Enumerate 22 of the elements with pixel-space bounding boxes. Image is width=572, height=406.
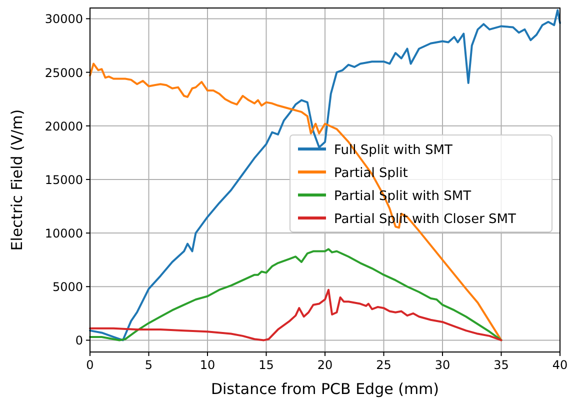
y-axis-title: Electric Field (V/m) (8, 109, 26, 251)
x-tick-label: 30 (434, 358, 450, 372)
y-tick-label: 0 (75, 334, 83, 348)
y-tick-label: 15000 (44, 172, 83, 187)
x-tick-label: 35 (494, 358, 509, 372)
y-tick-label: 5000 (52, 280, 83, 294)
x-tick-label: 10 (200, 358, 216, 372)
x-tick-label: 5 (144, 358, 153, 372)
x-tick-label: 25 (376, 358, 392, 372)
x-tick-label: 15 (258, 358, 274, 372)
line-series (89, 248, 502, 342)
line-series (89, 288, 502, 342)
x-tick-label: 40 (552, 358, 568, 372)
legend-label: Full Split with SMT (334, 143, 452, 158)
line-series (89, 9, 561, 342)
y-tick-label: 10000 (44, 226, 83, 241)
y-tick-label: 30000 (44, 12, 83, 26)
y-tick-label: 25000 (44, 66, 83, 80)
x-axis-title: Distance from PCB Edge (mm) (210, 380, 440, 398)
y-tick-label: 20000 (44, 119, 83, 134)
x-tick-label: 0 (86, 358, 94, 372)
x-tick-label: 20 (317, 358, 333, 372)
